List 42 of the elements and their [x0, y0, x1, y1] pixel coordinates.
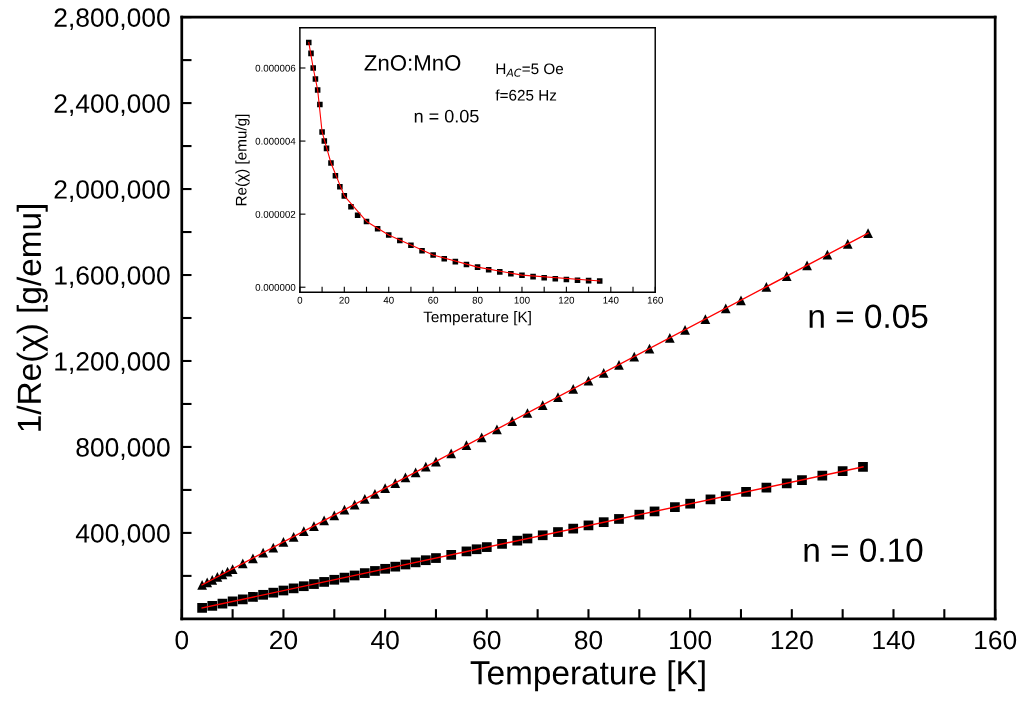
x-tick-label: 100 — [670, 630, 712, 650]
series-label: n = 0.05 — [809, 304, 928, 329]
x-tick-label: 160 — [975, 630, 1017, 650]
annotation: ZnO:MnO — [364, 55, 461, 71]
x-tick-label: 100 — [514, 296, 530, 304]
y-axis-title: Re(χ) [emu/g] — [235, 114, 250, 206]
y-tick-label: 0.000002 — [255, 210, 296, 218]
y-tick-label: 1,600,000 — [55, 266, 170, 288]
x-tick-label: 140 — [873, 630, 915, 650]
x-tick-label: 60 — [428, 296, 439, 304]
x-tick-label: 0 — [175, 630, 189, 650]
x-tick-label: 40 — [383, 296, 394, 304]
y-tick-label: 400,000 — [75, 524, 170, 546]
x-tick-label: 60 — [473, 630, 501, 650]
y-tick-label: 2,000,000 — [54, 180, 170, 202]
series-label: n = 0.10 — [804, 538, 923, 562]
x-tick-label: 20 — [339, 296, 350, 304]
x-tick-label: 140 — [603, 296, 619, 304]
x-tick-label: 0 — [297, 296, 303, 304]
x-axis-title: Temperature [K] — [470, 660, 705, 692]
y-tick-label: 0.000004 — [255, 137, 296, 145]
y-tick-label: 1,200,000 — [55, 352, 170, 374]
annotation: f=625 Hz — [495, 89, 557, 101]
x-tick-label: 80 — [574, 630, 603, 650]
x-tick-label: 80 — [472, 296, 483, 304]
line-series — [308, 41, 601, 282]
y-tick-label: 0.000006 — [255, 64, 296, 72]
y-tick-label: 2,800,000 — [54, 8, 170, 31]
x-tick-label: 160 — [647, 296, 663, 304]
y-tick-label: 800,000 — [76, 438, 170, 460]
annotation: H$_{AC}$=5 Oe — [496, 63, 564, 77]
x-tick-label: 40 — [371, 630, 399, 650]
x-tick-label: 20 — [270, 630, 298, 650]
x-axis-title: Temperature [K] — [423, 311, 531, 326]
point — [197, 603, 207, 613]
annotation: n = 0.05 — [414, 109, 479, 123]
y-tick-label: 2,400,000 — [54, 94, 170, 117]
x-tick-label: 120 — [771, 630, 813, 650]
x-tick-label: 120 — [559, 296, 575, 304]
y-tick-label: 0.000000 — [255, 283, 296, 291]
y-axis-title: 1/Re(χ) [g/emu] — [16, 205, 48, 431]
point — [858, 462, 868, 472]
